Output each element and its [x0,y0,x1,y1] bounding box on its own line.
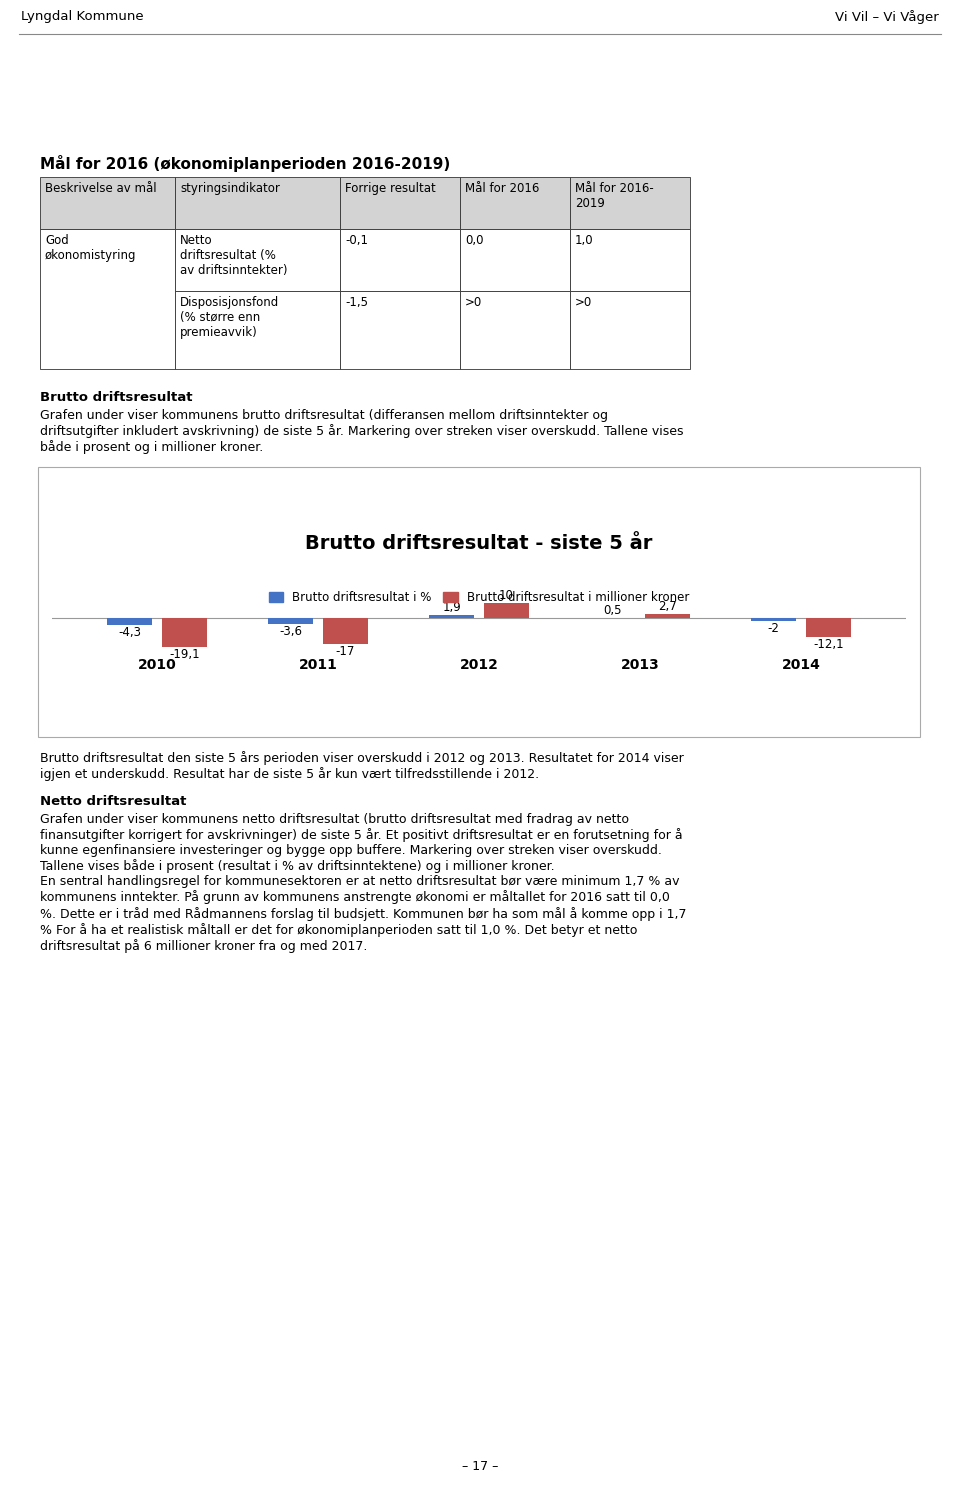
Text: styringsindikator: styringsindikator [180,182,280,195]
Text: Mål for 2016-
2019: Mål for 2016- 2019 [575,182,654,210]
Bar [175,291,340,369]
Bar [108,618,153,625]
Text: -4,3: -4,3 [118,625,141,639]
Bar [40,228,175,369]
Text: God
økonomistyring: God økonomistyring [45,234,136,263]
Text: Forrige resultat: Forrige resultat [345,182,436,195]
Text: Brutto driftsresultat den siste 5 års perioden viser overskudd i 2012 og 2013. R: Brutto driftsresultat den siste 5 års pe… [40,750,684,782]
Text: 0,5: 0,5 [604,604,622,616]
Bar [323,618,368,645]
Text: Lyngdal Kommune: Lyngdal Kommune [21,10,144,24]
Bar [484,603,529,618]
Legend: Brutto driftsresultat i %, Brutto driftsresultat i millioner kroner: Brutto driftsresultat i %, Brutto drifts… [264,586,694,609]
Text: – 17 –: – 17 – [462,1461,498,1473]
Text: Mål for 2016: Mål for 2016 [465,182,540,195]
Bar [645,615,690,618]
Text: Grafen under viser kommunens netto driftsresultat (brutto driftsresultat med fra: Grafen under viser kommunens netto drift… [40,813,686,953]
Title: Brutto driftsresultat - siste 5 år: Brutto driftsresultat - siste 5 år [305,534,653,554]
Text: -19,1: -19,1 [169,649,200,661]
Bar [162,618,207,648]
Bar [570,291,690,369]
Text: -17: -17 [336,645,355,658]
Text: 2,7: 2,7 [658,600,677,613]
Text: Netto
driftsresultat (%
av driftsinntekter): Netto driftsresultat (% av driftsinntekt… [180,234,287,278]
Text: -0,1: -0,1 [345,234,368,248]
Text: -3,6: -3,6 [279,625,302,637]
Text: Vi Vil – Vi Våger: Vi Vil – Vi Våger [835,10,939,24]
Text: 0,0: 0,0 [465,234,484,248]
Text: Disposisjonsfond
(% større enn
premieavvik): Disposisjonsfond (% større enn premieavv… [180,295,279,339]
Text: -2: -2 [768,622,780,636]
Text: Brutto driftsresultat: Brutto driftsresultat [40,391,193,404]
Bar [38,467,920,737]
Bar [460,228,570,291]
Bar [570,178,690,228]
Bar [175,178,340,228]
Bar [40,178,175,228]
Text: 1,0: 1,0 [575,234,593,248]
Bar [340,228,460,291]
Text: Netto driftsresultat: Netto driftsresultat [40,795,186,809]
Text: 1,9: 1,9 [443,601,461,615]
Bar [340,291,460,369]
Text: 10: 10 [499,589,514,603]
Bar [175,228,340,291]
Bar [570,228,690,291]
Bar [460,178,570,228]
Text: >0: >0 [465,295,482,309]
Text: -1,5: -1,5 [345,295,368,309]
Text: Grafen under viser kommunens brutto driftsresultat (differansen mellom driftsinn: Grafen under viser kommunens brutto drif… [40,409,684,455]
Bar [805,618,851,637]
Bar [460,291,570,369]
Text: Beskrivelse av mål: Beskrivelse av mål [45,182,156,195]
Text: Mål for 2016 (økonomiplanperioden 2016-2019): Mål for 2016 (økonomiplanperioden 2016-2… [40,155,450,172]
Bar [429,615,474,618]
Bar [268,618,313,624]
Bar [340,178,460,228]
Bar [751,618,796,621]
Text: -12,1: -12,1 [813,637,844,651]
Text: >0: >0 [575,295,592,309]
